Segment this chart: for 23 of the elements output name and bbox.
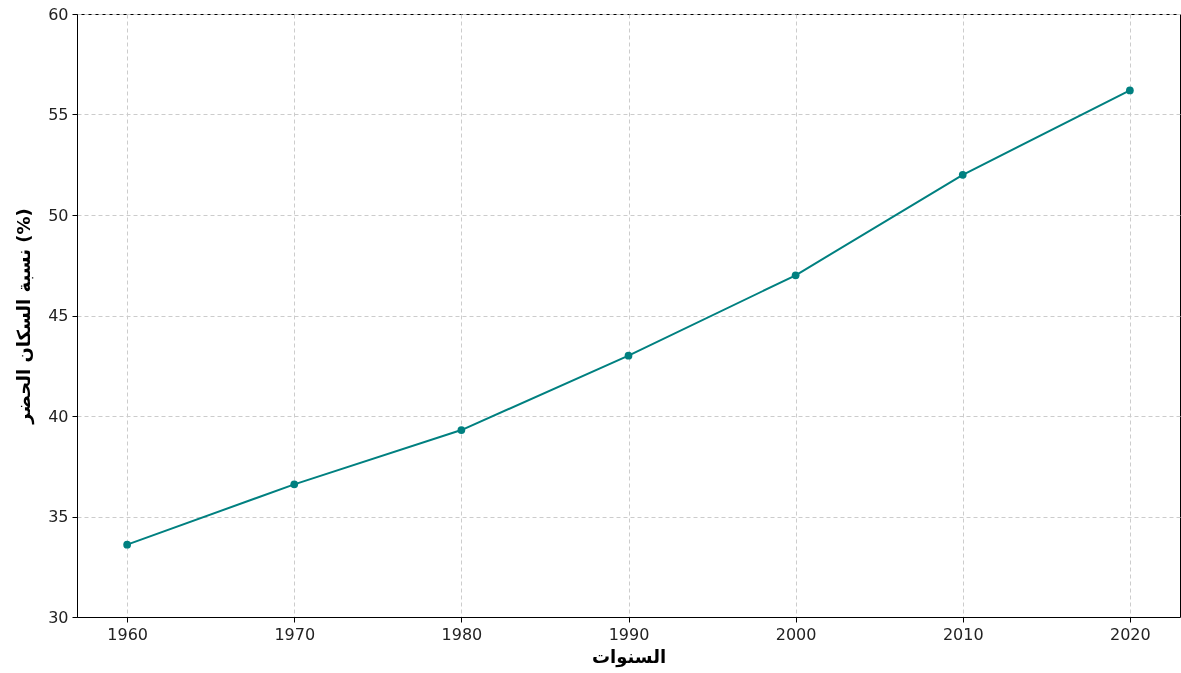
x-tick-label: 1960 xyxy=(107,624,148,644)
x-tick-label: 2000 xyxy=(775,624,817,644)
x-tick-label: 1970 xyxy=(274,624,316,644)
y-tick-label: 40 xyxy=(48,406,69,426)
y-tick-label: 30 xyxy=(48,607,69,627)
y-axis-title: نسبة السكان الحضر (%) xyxy=(13,208,36,425)
y-tick-label: 45 xyxy=(48,306,69,325)
y-tick-label: 60 xyxy=(48,4,69,24)
x-tick-label: 2020 xyxy=(1110,624,1151,644)
x-tick-label: 1980 xyxy=(441,624,483,644)
y-tick-label: 50 xyxy=(48,205,69,225)
x-tick-label: 1990 xyxy=(608,624,650,644)
x-tick-label: 2010 xyxy=(942,624,984,644)
point xyxy=(457,426,466,434)
y-tick-label: 55 xyxy=(48,105,69,124)
point xyxy=(123,540,132,549)
point xyxy=(624,351,633,360)
y-tick-label: 35 xyxy=(48,507,69,526)
point xyxy=(791,271,800,280)
x-axis-title: السنوات xyxy=(591,645,667,668)
point xyxy=(1125,86,1134,95)
point xyxy=(958,170,967,179)
point xyxy=(290,480,299,489)
